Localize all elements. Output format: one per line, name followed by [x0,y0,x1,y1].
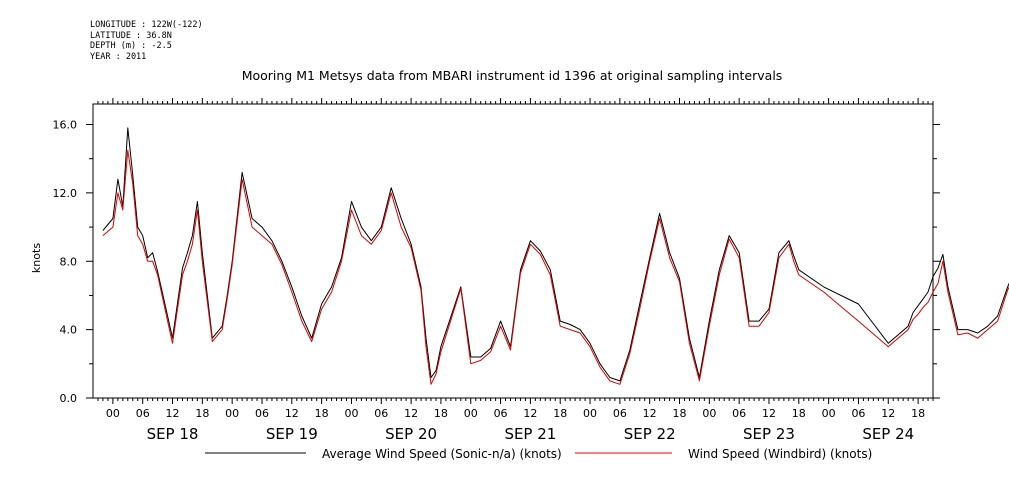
y-tick-label: 4.0 [60,324,78,337]
x-hour-label: 12 [643,407,657,420]
x-hour-label: 06 [374,407,388,420]
x-day-label: SEP 18 [147,425,199,443]
x-hour-label: 06 [136,407,150,420]
latitude-label: LATITUDE : 36.8N [90,30,172,41]
legend-label-windbird: Wind Speed (Windbird) (knots) [688,447,872,461]
plot-frame [92,103,934,399]
x-hour-label: 18 [315,407,329,420]
metadata-block: LONGITUDE : 122W(-122) LATITUDE : 36.8N … [90,20,203,62]
x-hour-label: 00 [822,407,836,420]
x-hour-label: 18 [673,407,687,420]
legend-label-average: Average Wind Speed (Sonic-n/a) (knots) [322,447,562,461]
depth-label: DEPTH (m) : -2.5 [90,41,172,51]
chart-title: Mooring M1 Metsys data from MBARI instru… [242,68,783,83]
x-hour-label: 18 [553,407,567,420]
y-tick-label: 16.0 [53,119,78,132]
x-day-label: SEP 22 [624,425,676,443]
series-line-average-wind-speed [102,127,1009,382]
x-hour-label: 06 [255,407,269,420]
x-hour-label: 00 [464,407,478,420]
series-line-windbird-wind-speed [102,149,1009,385]
chart-legend: Average Wind Speed (Sonic-n/a) (knots) W… [205,447,872,461]
x-hour-label: 00 [225,407,239,420]
chart-ticks: 00 06 12 18 00 06 12 18 00 06 12 18 00 06 12 18 00 06 12 18… [53,98,940,443]
x-hour-label: 18 [434,407,448,420]
x-hour-label: 12 [404,407,418,420]
x-hour-label: 12 [285,407,299,420]
year-label: YEAR : 2011 [90,51,147,62]
x-hour-label: 00 [583,407,597,420]
x-hour-label: 18 [792,407,806,420]
x-hour-label: 12 [523,407,537,420]
y-tick-label: 8.0 [60,255,78,268]
y-axis-label: knots [30,243,43,273]
x-day-label: SEP 24 [862,425,914,443]
x-hour-label: 00 [106,407,120,420]
x-hour-label: 00 [344,407,358,420]
chart-axes [92,103,934,399]
x-hour-label: 12 [762,407,776,420]
x-day-label: SEP 19 [266,425,318,443]
x-hour-label: 06 [732,407,746,420]
longitude-label: LONGITUDE : 122W(-122) [90,20,203,30]
y-tick-label: 12.0 [53,187,78,200]
x-hour-label: 12 [166,407,180,420]
x-hour-label: 00 [702,407,716,420]
x-day-label: SEP 23 [743,425,795,443]
chart-series [102,127,1009,385]
x-hour-label: 12 [881,407,895,420]
x-hour-label: 18 [911,407,925,420]
x-hour-label: 06 [851,407,865,420]
x-hour-label: 06 [613,407,627,420]
x-day-label: SEP 20 [385,425,437,443]
x-hour-label: 06 [494,407,508,420]
x-hour-label: 18 [195,407,209,420]
x-day-label: SEP 21 [504,425,556,443]
y-tick-label: 0.0 [60,392,78,405]
